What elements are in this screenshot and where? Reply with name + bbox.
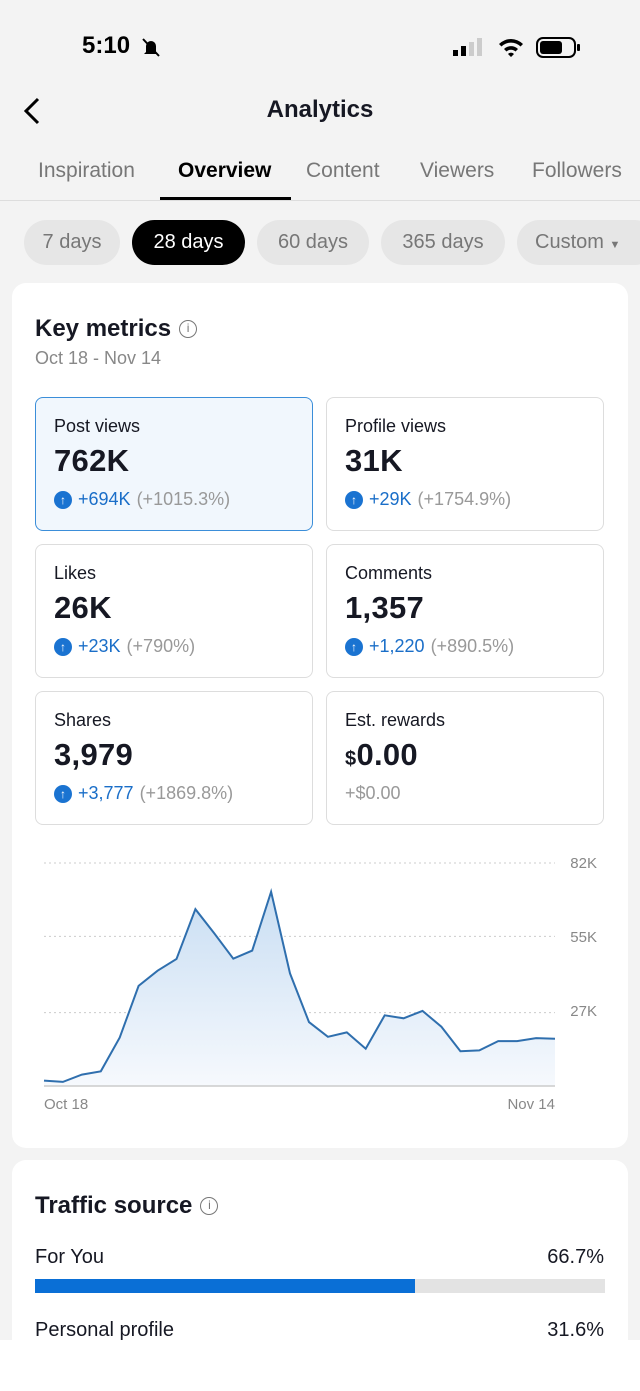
metric-delta: +29K: [369, 489, 412, 509]
source-value: 66.7%: [547, 1246, 604, 1268]
chart-line: [43, 888, 556, 1083]
metric-pct: (+1754.9%): [417, 489, 512, 509]
signal-icon: [453, 38, 482, 56]
metric-post-views[interactable]: Post views 762K ↑ +694K (+1015.3%): [35, 397, 313, 531]
post-views-chart[interactable]: Oct 18 Nov 14 82K 55K 27K: [0, 0, 640, 1150]
metric-label: Est. rewards: [345, 710, 446, 730]
metric-delta: +$0.00: [345, 783, 401, 803]
metric-value: 0.00: [356, 737, 418, 772]
metric-value: 31K: [345, 443, 403, 478]
y-tick-label: 27K: [570, 1003, 597, 1020]
metric-label: Profile views: [345, 416, 447, 436]
range-custom[interactable]: Custom ▼: [517, 220, 640, 265]
key-metrics-card: Key metrics i Oct 18 - Nov 14 Post views …: [12, 283, 628, 1148]
metric-pct: (+790%): [126, 636, 196, 656]
source-label: Personal profile: [35, 1319, 174, 1340]
source-bar-track: [35, 1279, 605, 1293]
tab-followers[interactable]: Followers: [532, 159, 622, 182]
analytics-screen: 5:10 Analytics Inspiration Overview Cont…: [0, 0, 640, 1340]
dropdown-caret-icon: ▼: [609, 239, 621, 251]
source-label: For You: [35, 1246, 104, 1268]
arrow-up-icon: ↑: [345, 637, 363, 656]
y-tick-label: 82K: [570, 855, 597, 872]
metric-value: 26K: [54, 590, 112, 625]
x-tick-label: Nov 14: [507, 1096, 555, 1113]
arrow-up-icon: ↑: [54, 637, 72, 656]
metric-label: Post views: [54, 416, 141, 436]
metric-pct: (+890.5%): [430, 636, 515, 656]
page-title: Analytics: [266, 96, 374, 123]
metric-label: Comments: [345, 563, 433, 583]
metric-delta: +1,220: [369, 636, 425, 656]
metric-value: 1,357: [345, 590, 425, 625]
range-60-days[interactable]: 60 days: [257, 220, 369, 265]
metric-label: Shares: [54, 710, 112, 730]
date-range: Oct 18 - Nov 14: [35, 348, 162, 368]
battery-icon: [536, 37, 580, 58]
traffic-heading: Traffic source i: [35, 1192, 219, 1220]
wifi-icon: [499, 39, 523, 57]
tab-content[interactable]: Content: [306, 159, 380, 182]
source-value: 31.6%: [547, 1319, 604, 1340]
traffic-title: Traffic source: [35, 1192, 193, 1219]
currency-symbol: $: [345, 748, 357, 770]
traffic-source-card: Traffic source i For You 66.7% Personal p…: [12, 1160, 628, 1340]
chart-area: [44, 891, 555, 1086]
status-time: 5:10: [82, 32, 131, 59]
metric-pct: (+1015.3%): [136, 489, 231, 509]
arrow-up-icon: ↑: [345, 490, 363, 509]
x-tick-label: Oct 18: [44, 1096, 88, 1113]
y-tick-label: 55K: [570, 929, 597, 946]
tabs-divider: [0, 200, 640, 201]
tab-overview[interactable]: Overview: [178, 159, 272, 182]
metric-value: 3,979: [54, 737, 134, 772]
metric-shares[interactable]: Shares 3,979 ↑ +3,777 (+1869.8%): [35, 691, 313, 825]
tab-viewers[interactable]: Viewers: [420, 159, 495, 182]
metric-pct: (+1869.8%): [139, 783, 234, 803]
bell-slash-icon: [142, 38, 160, 57]
key-metrics-heading: Key metrics i: [35, 315, 198, 343]
metric-delta: +23K: [78, 636, 121, 656]
range-28-days[interactable]: 28 days: [132, 220, 245, 265]
key-metrics-title: Key metrics: [35, 315, 172, 342]
range-365-days[interactable]: 365 days: [381, 220, 505, 265]
info-icon[interactable]: i: [200, 1197, 219, 1215]
metric-likes[interactable]: Likes 26K ↑ +23K (+790%): [35, 544, 313, 678]
active-tab-underline: [160, 197, 291, 200]
metric-value: 762K: [54, 443, 130, 478]
metric-delta: +694K: [78, 489, 131, 509]
arrow-up-icon: ↑: [54, 490, 72, 509]
source-bar-fill: [35, 1279, 416, 1293]
info-icon[interactable]: i: [179, 320, 198, 338]
metric-comments[interactable]: Comments 1,357 ↑ +1,220 (+890.5%): [326, 544, 604, 678]
metric-est-rewards[interactable]: Est. rewards $0.00 +$0.00: [326, 691, 604, 825]
custom-label: Custom: [535, 231, 604, 253]
back-chevron-icon[interactable]: [22, 97, 42, 125]
arrow-up-icon: ↑: [54, 784, 72, 803]
tab-inspiration[interactable]: Inspiration: [38, 159, 135, 182]
range-7-days[interactable]: 7 days: [24, 220, 120, 265]
metric-label: Likes: [54, 563, 97, 583]
metric-profile-views[interactable]: Profile views 31K ↑ +29K (+1754.9%): [326, 397, 604, 531]
metric-delta: +3,777: [78, 783, 134, 803]
